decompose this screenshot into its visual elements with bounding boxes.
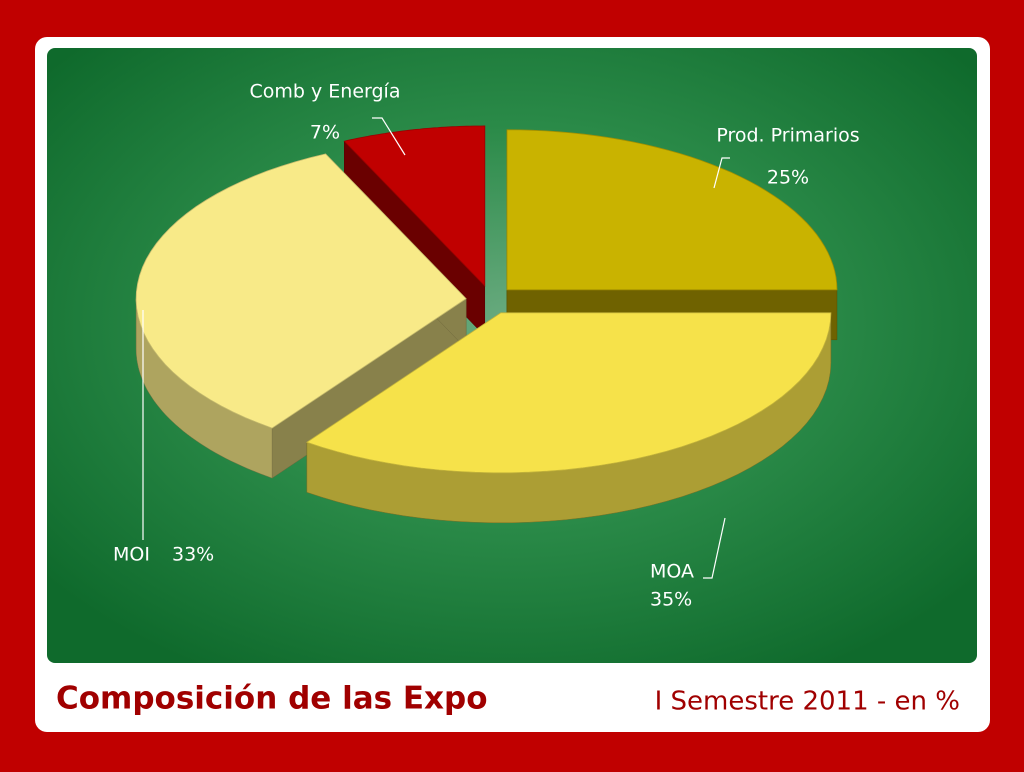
leader-lines bbox=[142, 117, 730, 579]
chart-title: Composición de las Expo bbox=[56, 681, 488, 717]
slice-label: Prod. Primarios bbox=[716, 125, 859, 147]
slice-label: MOI bbox=[113, 544, 150, 566]
slice bbox=[343, 125, 486, 287]
value-label: 7% bbox=[310, 122, 340, 144]
value-label: 35% bbox=[650, 589, 692, 611]
slice-label: Comb y Energía bbox=[250, 81, 401, 103]
leader-line bbox=[713, 157, 730, 189]
leader-line bbox=[372, 117, 406, 156]
slice bbox=[506, 129, 838, 291]
value-label: 25% bbox=[767, 167, 809, 189]
slice bbox=[135, 153, 467, 429]
slice bbox=[305, 312, 832, 474]
pie bbox=[135, 125, 838, 524]
labels: Prod. Primarios 25% MOA 35% MOI 33% Comb y Ene… bbox=[113, 81, 860, 611]
slice-label: MOA bbox=[650, 561, 694, 583]
value-label: 33% bbox=[172, 544, 214, 566]
leader-line bbox=[703, 517, 726, 579]
chart-subtitle: I Semestre 2011 - en % bbox=[655, 687, 960, 717]
